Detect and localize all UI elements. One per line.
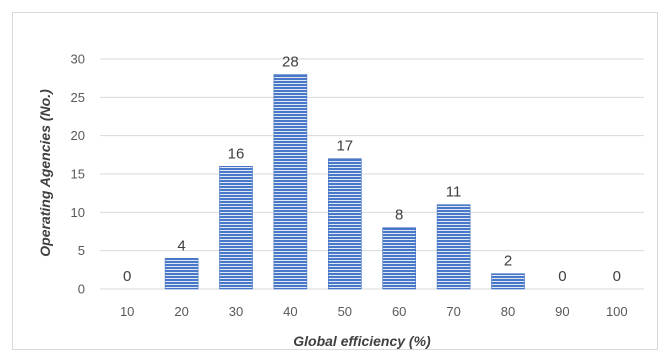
bar [219,166,253,290]
x-tick-label: 60 [392,304,406,319]
y-tick-label: 30 [71,52,85,67]
y-tick-label: 0 [78,282,85,297]
bar [273,74,308,290]
x-tick-labels: 10 20 30 40 50 60 70 80 90 100 [120,304,628,319]
data-label: 4 [177,237,185,254]
x-tick-label: 30 [229,304,243,319]
data-label: 16 [228,145,245,162]
bar [436,204,471,290]
data-label: 2 [504,253,512,270]
x-tick-label: 40 [283,304,297,319]
bar [327,158,362,290]
data-label: 17 [336,138,353,155]
y-tick-label: 20 [71,128,85,143]
bars [164,74,525,290]
data-labels: 0 4 16 28 17 8 11 2 0 0 [123,53,621,285]
x-tick-label: 70 [446,304,460,319]
x-tick-label: 50 [338,304,352,319]
data-label: 0 [613,268,621,285]
data-label: 0 [123,268,131,285]
y-tick-label: 15 [71,167,85,182]
y-tick-label: 10 [71,205,85,220]
x-tick-label: 10 [120,304,134,319]
data-label: 8 [395,207,403,224]
x-tick-label: 90 [555,304,569,319]
bar [491,273,525,290]
data-label: 0 [558,268,566,285]
x-axis-title: Global efficiency (%) [293,333,431,349]
y-tick-label: 25 [71,90,85,105]
x-tick-label: 100 [606,304,628,319]
x-tick-label: 80 [501,304,515,319]
y-tick-labels: 0 5 10 15 20 25 30 [71,52,85,297]
x-tick-label: 20 [174,304,188,319]
bar [382,227,417,290]
bar [164,258,199,290]
data-label: 11 [446,184,462,201]
data-label: 28 [282,53,299,70]
y-axis-title: Operating Agencies (No.) [37,89,53,257]
y-tick-label: 5 [78,243,85,258]
gridlines [100,58,644,290]
